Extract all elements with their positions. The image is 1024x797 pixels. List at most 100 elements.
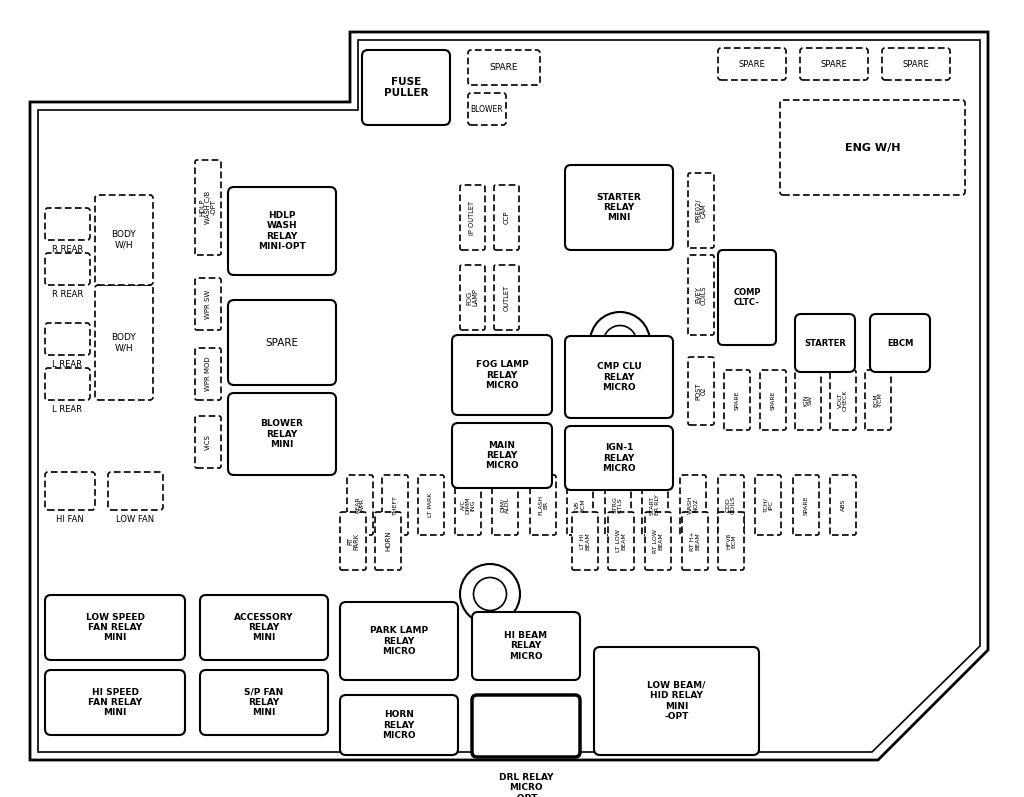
Text: FLASH
ER: FLASH ER [538,495,548,515]
FancyBboxPatch shape [865,370,891,430]
Text: LOW SPEED
FAN RELAY
MINI: LOW SPEED FAN RELAY MINI [85,613,144,642]
Text: MAIN
RELAY
MICRO: MAIN RELAY MICRO [485,441,519,470]
Text: SPARE: SPARE [738,60,765,69]
Text: THEFT: THEFT [392,495,397,515]
FancyBboxPatch shape [460,265,485,330]
FancyBboxPatch shape [472,612,580,680]
FancyBboxPatch shape [200,670,328,735]
Text: ENG W/H: ENG W/H [845,143,900,152]
FancyBboxPatch shape [780,100,965,195]
Text: LOW FAN: LOW FAN [116,515,154,524]
Text: OUTLET: OUTLET [504,285,510,311]
FancyBboxPatch shape [572,512,598,570]
Text: IGN-1
RELAY
MICRO: IGN-1 RELAY MICRO [602,443,636,473]
Text: SPARE: SPARE [770,391,775,410]
Text: ACCESSORY
RELAY
MINI: ACCESSORY RELAY MINI [234,613,294,642]
Text: LOW BEAM/
HID RELAY
MINI
-OPT: LOW BEAM/ HID RELAY MINI -OPT [647,681,706,721]
FancyBboxPatch shape [494,265,519,330]
Text: HDLP
WASH C/B
-OPT: HDLP WASH C/B -OPT [199,191,217,224]
FancyBboxPatch shape [718,250,776,345]
FancyBboxPatch shape [882,48,950,80]
FancyBboxPatch shape [45,595,185,660]
Text: LT HI
BEAM: LT HI BEAM [580,532,590,550]
Text: HI FAN: HI FAN [56,515,84,524]
FancyBboxPatch shape [642,475,668,535]
FancyBboxPatch shape [45,670,185,735]
Text: STARTER
RELAY
MINI: STARTER RELAY MINI [597,193,641,222]
FancyBboxPatch shape [455,475,481,535]
Circle shape [460,564,520,624]
FancyBboxPatch shape [688,173,714,248]
FancyBboxPatch shape [688,255,714,335]
FancyBboxPatch shape [468,93,506,125]
FancyBboxPatch shape [95,195,153,285]
FancyBboxPatch shape [755,475,781,535]
FancyBboxPatch shape [682,512,708,570]
Text: HDLP
WASH
RELAY
MINI-OPT: HDLP WASH RELAY MINI-OPT [258,211,306,251]
Text: ECM
-TCM: ECM -TCM [873,393,883,407]
FancyBboxPatch shape [567,475,593,535]
Text: VICS: VICS [205,434,211,450]
FancyBboxPatch shape [645,512,671,570]
FancyBboxPatch shape [830,475,856,535]
FancyBboxPatch shape [760,370,786,430]
Text: HI BEAM
RELAY
MICRO: HI BEAM RELAY MICRO [505,631,548,661]
Text: HORN: HORN [385,531,391,552]
Text: SPARE: SPARE [734,391,739,410]
Text: SPARE: SPARE [820,60,848,69]
FancyBboxPatch shape [45,323,90,355]
Text: TCH/
IPC: TCH/ IPC [763,497,773,512]
Text: START
ER RLY: START ER RLY [650,495,660,516]
FancyBboxPatch shape [724,370,750,430]
FancyBboxPatch shape [340,512,366,570]
FancyBboxPatch shape [195,416,221,468]
Text: RT H+
BEAM: RT H+ BEAM [690,531,700,551]
FancyBboxPatch shape [375,512,401,570]
Circle shape [473,578,507,611]
Text: S/P FAN
RELAY
MINI: S/P FAN RELAY MINI [245,688,284,717]
FancyBboxPatch shape [340,602,458,680]
Text: EBCM: EBCM [887,339,913,347]
Text: STARTER: STARTER [804,339,846,347]
FancyBboxPatch shape [472,695,580,757]
FancyBboxPatch shape [530,475,556,535]
FancyBboxPatch shape [468,50,540,85]
Text: WPR SW: WPR SW [205,289,211,319]
FancyBboxPatch shape [800,48,868,80]
Text: PARK LAMP
RELAY
MICRO: PARK LAMP RELAY MICRO [370,626,428,656]
Polygon shape [30,32,988,760]
Text: EVEY
COILS: EVEY COILS [695,285,707,304]
FancyBboxPatch shape [680,475,706,535]
Text: WPR MOD: WPR MOD [205,357,211,391]
FancyBboxPatch shape [195,278,221,330]
Text: CMP CLU
RELAY
MICRO: CMP CLU RELAY MICRO [597,362,641,392]
FancyBboxPatch shape [565,426,673,490]
Circle shape [603,325,637,359]
Text: DRL RELAY
MICRO
-OPT: DRL RELAY MICRO -OPT [499,773,553,797]
Text: VOLT
CHECK: VOLT CHECK [838,389,848,410]
Text: V8
ECM: V8 ECM [575,498,585,512]
FancyBboxPatch shape [718,475,744,535]
Text: FOG
LAMP: FOG LAMP [467,289,478,306]
Text: BLOWER
RELAY
MINI: BLOWER RELAY MINI [260,419,303,449]
Text: L REAR: L REAR [52,360,83,369]
Text: ABS: ABS [841,499,846,511]
FancyBboxPatch shape [594,647,759,755]
Text: IP OUTLET: IP OUTLET [469,200,475,234]
FancyBboxPatch shape [460,185,485,250]
Text: R REAR: R REAR [52,245,83,254]
Text: RT LOW
BEAM: RT LOW BEAM [653,529,663,553]
FancyBboxPatch shape [95,285,153,400]
Text: STRG
CTLS: STRG CTLS [613,497,623,513]
Text: HORN
RELAY
MICRO: HORN RELAY MICRO [382,710,416,740]
FancyBboxPatch shape [565,165,673,250]
FancyBboxPatch shape [45,253,90,285]
Text: SPARE: SPARE [489,63,518,72]
FancyBboxPatch shape [45,208,90,240]
Text: FOG LAMP
RELAY
MICRO: FOG LAMP RELAY MICRO [475,360,528,390]
FancyBboxPatch shape [228,187,336,275]
Text: BODY
W/H: BODY W/H [112,333,136,352]
FancyBboxPatch shape [608,512,634,570]
FancyBboxPatch shape [452,423,552,488]
FancyBboxPatch shape [228,393,336,475]
